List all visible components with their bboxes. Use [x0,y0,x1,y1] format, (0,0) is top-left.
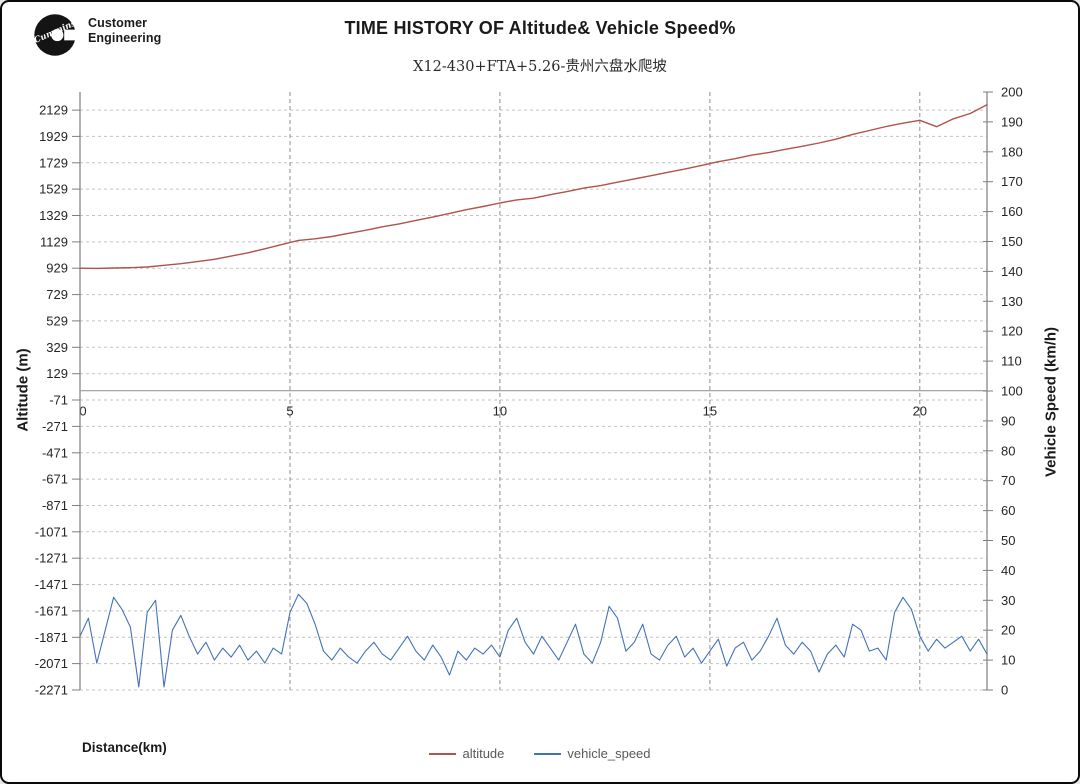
y-left-tick-label: 1529 [39,182,68,197]
y-left-tick-label: 329 [46,340,68,355]
x-tick-label: 0 [79,404,86,419]
altitude-legend-label: altitude [462,746,505,761]
y-right-tick-label: 100 [1001,384,1023,399]
y-right-tick-label: 80 [1001,443,1015,458]
y-right-tick-label: 170 [1001,174,1023,189]
y-left-tick-label: 1929 [39,129,68,144]
vehicle-speed-legend-label: vehicle_speed [567,746,651,761]
y-left-tick-label: 929 [46,261,68,276]
y-right-tick-label: 70 [1001,473,1015,488]
y-left-tick-label: 2129 [39,103,68,118]
y-left-tick-label: 129 [46,366,68,381]
legend: altitude vehicle_speed [2,746,1078,761]
y-left-tick-label: -2271 [35,683,68,698]
y-left-tick-label: 1729 [39,155,68,170]
y-left-tick-label: -871 [42,498,68,513]
y-right-tick-label: 90 [1001,413,1015,428]
x-tick-label: 15 [703,404,717,419]
y-right-tick-label: 180 [1001,144,1023,159]
logo-line2: Engineering [88,31,162,45]
y-right-tick-label: 200 [1001,85,1023,100]
vehicle-speed-legend-swatch [534,752,562,755]
x-tick-label: 10 [493,404,507,419]
y-left-tick-label: -671 [42,472,68,487]
y-left-tick-label: 529 [46,313,68,328]
y-left-tick-label: 1329 [39,208,68,223]
y-right-tick-label: 60 [1001,503,1015,518]
logo-line1: Customer [88,16,148,30]
altitude-legend-swatch [429,752,457,755]
x-tick-label: 20 [913,404,927,419]
y-right-tick-label: 160 [1001,204,1023,219]
y-left-tick-label: -271 [42,419,68,434]
y-right-axis-title: Vehicle Speed (km/h) [1042,326,1060,478]
y-right-tick-label: 40 [1001,563,1015,578]
vehicle_speed-line [79,593,988,688]
y-left-tick-label: -1071 [35,524,68,539]
chart-title: TIME HISTORY OF Altitude& Vehicle Speed% [344,18,736,38]
y-left-tick-label: -71 [49,393,68,408]
y-right-tick-label: 150 [1001,234,1023,249]
x-axis-title: Distance(km) [82,740,167,755]
y-right-tick-label: 190 [1001,114,1023,129]
logo-block: Cummins Customer Engineering [32,12,161,58]
y-right-tick-label: 20 [1001,623,1015,638]
y-left-tick-label: -1471 [35,577,68,592]
altitude-line [79,103,988,270]
y-right-tick-label: 140 [1001,264,1023,279]
y-right-tick-label: 130 [1001,294,1023,309]
y-left-tick-label: -1671 [35,603,68,618]
y-right-tick-label: 30 [1001,593,1015,608]
legend-item-altitude: altitude [429,746,504,761]
y-left-tick-label: 729 [46,287,68,302]
cummins-logo: Cummins [32,14,78,56]
y-right-tick-label: 0 [1001,683,1008,698]
logo-text: Customer Engineering [88,12,161,46]
y-left-tick-label: -2071 [35,656,68,671]
y-right-tick-label: 120 [1001,324,1023,339]
legend-item-vehicle-speed: vehicle_speed [534,746,651,761]
y-left-tick-label: -1871 [35,630,68,645]
y-left-tick-label: -1271 [35,551,68,566]
y-right-tick-label: 110 [1001,354,1022,369]
y-right-tick-label: 10 [1001,653,1015,668]
y-right-tick-label: 50 [1001,533,1015,548]
chart-subtitle: X12-430+FTA+5.26-贵州六盘水爬坡 [413,59,667,75]
y-left-axis-title: Altitude (m) [14,348,32,432]
x-tick-label: 5 [286,404,293,419]
y-left-tick-label: 1129 [40,234,68,249]
y-left-tick-label: -471 [42,445,68,460]
